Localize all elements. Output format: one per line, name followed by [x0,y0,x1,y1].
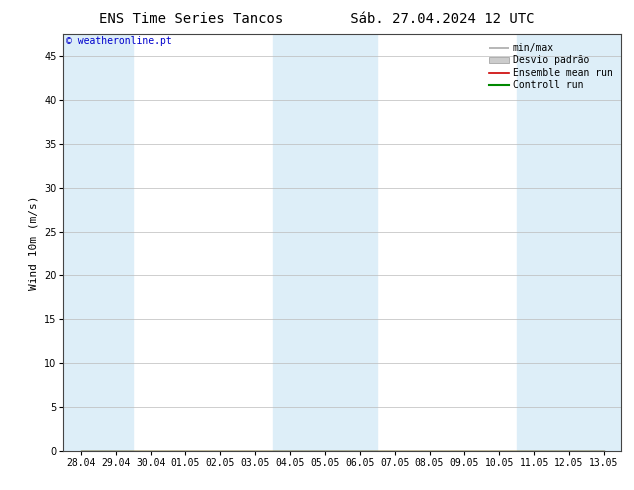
Text: ENS Time Series Tancos        Sáb. 27.04.2024 12 UTC: ENS Time Series Tancos Sáb. 27.04.2024 1… [100,12,534,26]
Y-axis label: Wind 10m (m/s): Wind 10m (m/s) [29,196,39,290]
Bar [517,34,621,451]
Text: © weatheronline.pt: © weatheronline.pt [66,36,172,47]
Bar [273,34,377,451]
Bar [63,34,133,451]
Legend: min/max, Desvio padrão, Ensemble mean run, Controll run: min/max, Desvio padrão, Ensemble mean ru… [486,39,616,94]
